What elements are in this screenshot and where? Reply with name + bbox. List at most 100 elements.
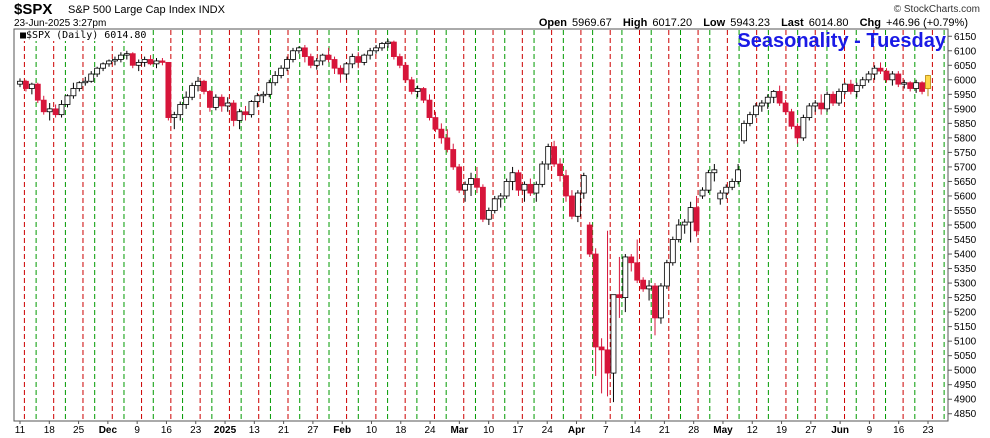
x-tick-label: 13 (249, 425, 261, 436)
y-tick-label: 4900 (954, 395, 977, 406)
candle-body (563, 175, 569, 197)
candle-body (818, 102, 825, 110)
x-tick-label: 21 (278, 425, 290, 436)
x-tick-label: 10 (366, 425, 378, 436)
candle-body (70, 88, 77, 97)
candle-body (40, 99, 47, 113)
y-tick-label: 5250 (954, 293, 977, 304)
candle-body (58, 104, 65, 116)
candle-body (622, 256, 629, 298)
candle-body (396, 56, 403, 66)
candle-body (741, 122, 747, 142)
candle-body (201, 80, 207, 92)
x-tick-label: 25 (73, 425, 85, 436)
candle-body (658, 285, 664, 319)
y-tick-label: 5450 (954, 235, 977, 246)
x-tick-label: 18 (44, 425, 56, 436)
candle-body (729, 181, 736, 188)
candle-body (28, 83, 35, 89)
candle-body (408, 79, 415, 92)
candle-body (574, 192, 581, 217)
candle-body (325, 54, 332, 60)
candle-body (491, 198, 498, 211)
candle-body (224, 102, 231, 107)
x-tick-label: Dec (99, 425, 118, 436)
candle-body (717, 192, 724, 200)
x-tick-label: 12 (747, 425, 759, 436)
candle-body (135, 61, 142, 66)
y-tick-label: 5150 (954, 322, 977, 333)
candle-body (521, 183, 528, 191)
candle-body (468, 178, 474, 185)
y-tick-label: 5500 (954, 221, 977, 232)
candle-body (705, 172, 712, 191)
candle-body (842, 83, 848, 92)
candle-body (752, 105, 759, 116)
candle-body (480, 186, 486, 220)
candle-body (545, 146, 552, 165)
x-tick-label: 2025 (214, 425, 237, 436)
open-value: 5969.67 (572, 17, 612, 29)
candle-body (260, 93, 267, 97)
candle-body (76, 82, 83, 89)
candle-body (147, 59, 154, 65)
candle-body (254, 95, 261, 102)
candle-body (640, 279, 647, 290)
candle-body (141, 59, 148, 63)
candle-body (177, 104, 184, 116)
candle-body (94, 67, 101, 75)
candle-body (681, 221, 688, 226)
candle-body (313, 60, 320, 66)
chg-label: Chg (859, 17, 881, 29)
candle-body (859, 79, 866, 87)
candle-body (646, 285, 652, 290)
y-tick-label: 4850 (954, 409, 977, 420)
candle-body (616, 294, 623, 298)
low-label: Low (703, 17, 726, 29)
candle-body (497, 195, 504, 200)
candle-body (373, 47, 379, 52)
candle-body (907, 82, 914, 89)
y-tick-label: 5650 (954, 177, 977, 188)
x-tick-label: Feb (333, 425, 351, 436)
candle-body (889, 73, 896, 81)
candle-body (402, 64, 409, 81)
y-tick-label: 5350 (954, 264, 977, 275)
candle-body (485, 210, 492, 220)
candle-body (159, 60, 166, 63)
candle-body (533, 183, 540, 194)
candle-body (426, 99, 433, 118)
candle-body (331, 59, 338, 69)
candle-body (758, 102, 765, 107)
candle-body (711, 169, 718, 174)
candle-body (610, 294, 617, 374)
candle-body (723, 186, 730, 194)
candle-body (189, 85, 196, 98)
candle-body (806, 105, 813, 118)
x-tick-label: 16 (161, 425, 173, 436)
candle-body (580, 175, 587, 194)
candle-body (592, 253, 599, 348)
y-tick-label: 6000 (954, 75, 977, 86)
last-value: 6014.80 (808, 17, 849, 29)
open-label: Open (538, 17, 567, 29)
x-tick-label: 11 (15, 425, 26, 436)
candle-body (830, 93, 836, 104)
y-tick-label: 6100 (954, 46, 977, 57)
candle-body (901, 82, 908, 85)
candle-body (735, 169, 741, 182)
candle-body (123, 53, 130, 56)
candle-body (847, 83, 854, 92)
candle-body (195, 80, 201, 87)
candle-body (129, 53, 136, 66)
candle-body (652, 285, 658, 319)
candle-body (242, 111, 249, 116)
y-tick-label: 5800 (954, 133, 977, 144)
x-tick-label: 16 (893, 425, 905, 436)
candle-body (586, 224, 593, 255)
ticker-name: S&P 500 Large Cap Index INDX (68, 4, 225, 16)
candle-body (165, 61, 172, 118)
y-tick-label: 5100 (954, 337, 977, 348)
overlay-title: Seasonality - Tuesday (737, 30, 946, 52)
